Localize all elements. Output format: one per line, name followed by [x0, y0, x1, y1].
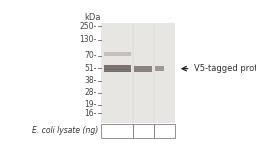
Text: 16-: 16- [84, 109, 97, 118]
Text: E. coli lysate (ng): E. coli lysate (ng) [32, 126, 99, 135]
Text: 200: 200 [109, 126, 125, 135]
Text: V5-tagged protein: V5-tagged protein [194, 64, 256, 73]
Text: 50: 50 [159, 126, 169, 135]
Text: 70-: 70- [84, 51, 97, 60]
Text: kDa: kDa [84, 13, 100, 21]
Text: 38-: 38- [84, 76, 97, 85]
Bar [101, 23, 175, 123]
Bar [101, 124, 133, 138]
Text: 100: 100 [135, 126, 151, 135]
Bar [104, 52, 131, 56]
Text: 250-: 250- [79, 22, 97, 31]
Bar [154, 124, 175, 138]
Text: 51-: 51- [84, 64, 97, 73]
Bar [134, 66, 152, 72]
Text: 28-: 28- [84, 88, 97, 97]
Text: 19-: 19- [84, 100, 97, 109]
Bar [133, 124, 154, 138]
Bar [155, 66, 164, 71]
Text: 130-: 130- [79, 35, 97, 44]
Bar [104, 65, 131, 72]
